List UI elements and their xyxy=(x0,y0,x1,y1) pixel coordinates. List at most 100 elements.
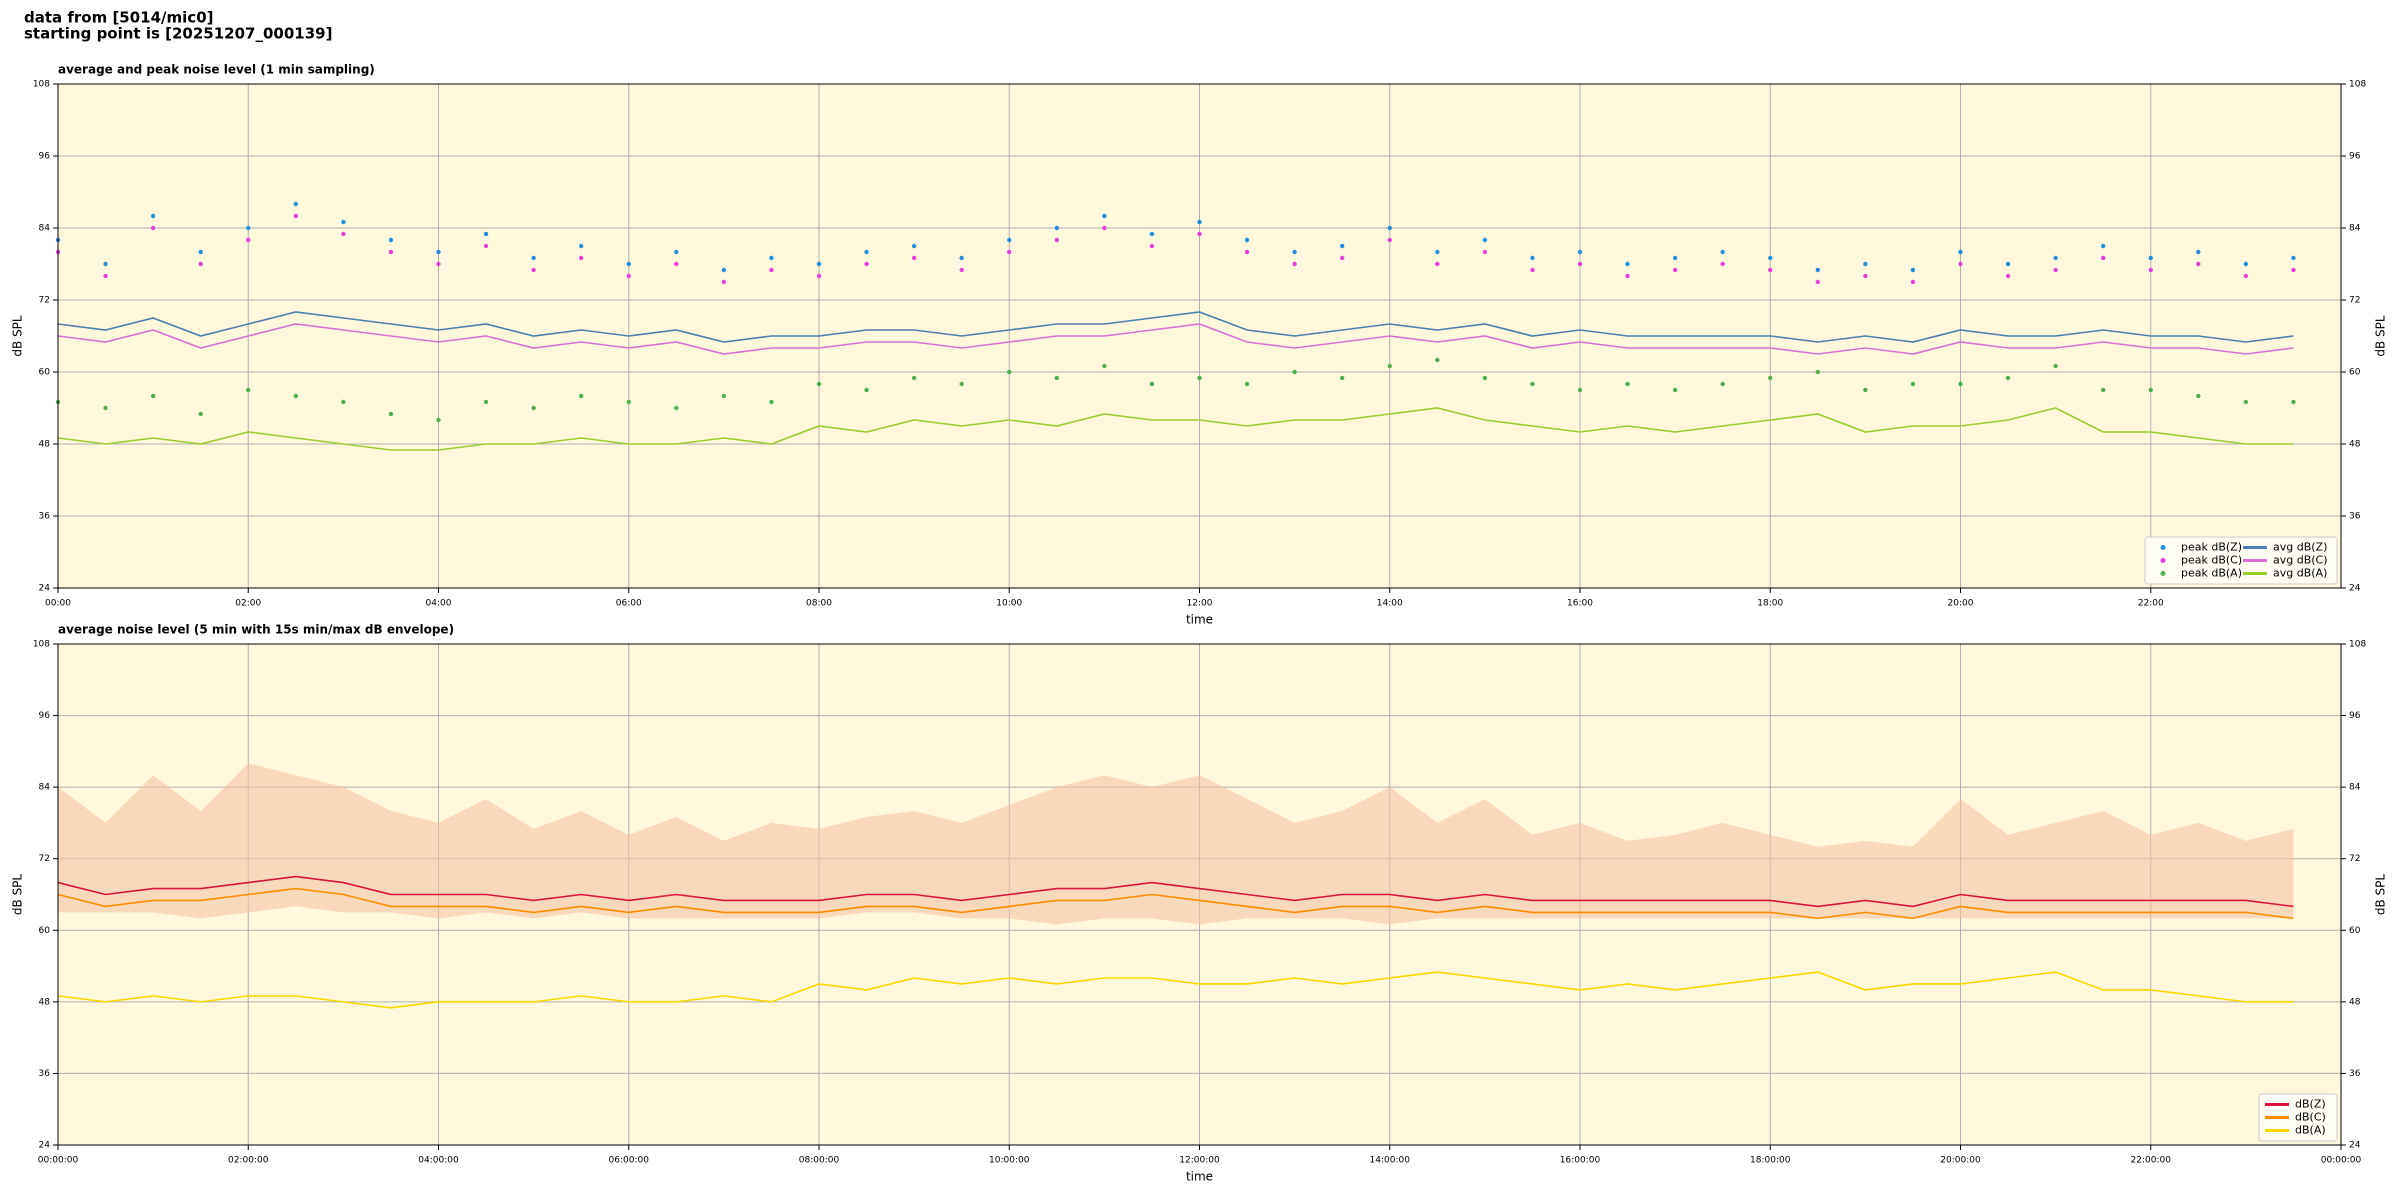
peak-point xyxy=(1672,255,1678,261)
legend-label: avg dB(Z) xyxy=(2273,541,2327,554)
peak-point xyxy=(1244,249,1250,255)
legend-marker xyxy=(2160,558,2166,563)
y2-tick-label: 72 xyxy=(2349,296,2360,306)
x-tick-label: 12:00 xyxy=(1187,599,1213,609)
peak-point xyxy=(1958,249,1963,255)
y-axis-label: dB SPL xyxy=(11,315,25,357)
peak-point xyxy=(959,381,964,387)
peak-point xyxy=(1910,267,1916,273)
peak-point xyxy=(1054,375,1060,381)
peak-point xyxy=(1149,231,1155,237)
x-tick-label: 04:00 xyxy=(426,599,452,609)
peak-point xyxy=(1768,255,1773,261)
y2-tick-label: 48 xyxy=(2349,997,2361,1007)
peak-point xyxy=(341,399,346,405)
x-tick-label: 10:00:00 xyxy=(989,1156,1030,1166)
y2-tick-label: 96 xyxy=(2349,152,2361,162)
peak-point xyxy=(531,405,536,411)
peak-point xyxy=(864,249,869,255)
peak-point xyxy=(1958,261,1963,267)
peak-point xyxy=(864,387,869,393)
peak-point xyxy=(1863,387,1868,393)
peak-point xyxy=(2100,255,2106,261)
peak-point xyxy=(721,279,727,285)
peak-point xyxy=(198,261,203,267)
y-tick-label: 108 xyxy=(33,80,50,90)
peak-point xyxy=(626,399,631,405)
peak-point xyxy=(1197,219,1202,225)
peak-point xyxy=(816,261,822,267)
legend-label: dB(C) xyxy=(2295,1111,2326,1124)
peak-point xyxy=(293,393,299,399)
peak-point xyxy=(150,225,156,231)
peak-point xyxy=(578,243,584,249)
peak-point xyxy=(1149,243,1155,249)
peak-point xyxy=(1577,387,1583,393)
peak-point xyxy=(341,231,346,237)
peak-point xyxy=(2053,255,2058,261)
peak-point xyxy=(1720,381,1725,387)
peak-point xyxy=(1339,243,1345,249)
peak-point xyxy=(1910,381,1916,387)
peak-point xyxy=(1958,381,1963,387)
peak-point xyxy=(1197,375,1202,381)
peak-point xyxy=(1815,267,1821,273)
y2-tick-label: 36 xyxy=(2349,512,2361,522)
x-tick-label: 12:00:00 xyxy=(1179,1156,1220,1166)
peak-point xyxy=(1387,363,1392,369)
peak-point xyxy=(769,267,774,273)
peak-point xyxy=(1054,225,1060,231)
x-tick-label: 16:00 xyxy=(1567,599,1593,609)
chart-title: average and peak noise level (1 min samp… xyxy=(58,63,375,77)
peak-point xyxy=(1387,237,1392,243)
peak-point xyxy=(1244,237,1250,243)
peak-point xyxy=(1244,381,1250,387)
peak-point xyxy=(911,255,917,261)
x-tick-label: 02:00:00 xyxy=(228,1156,269,1166)
legend-marker xyxy=(2160,545,2166,550)
peak-point xyxy=(578,255,584,261)
y2-axis-label: dB SPL xyxy=(2374,315,2388,357)
x-tick-label: 22:00:00 xyxy=(2131,1156,2172,1166)
x-tick-label: 10:00 xyxy=(996,599,1022,609)
peak-point xyxy=(1482,375,1488,381)
legend-marker xyxy=(2160,571,2166,576)
y2-tick-label: 108 xyxy=(2349,80,2366,90)
y2-tick-label: 60 xyxy=(2349,926,2361,936)
y2-tick-label: 84 xyxy=(2349,783,2361,793)
peak-point xyxy=(1672,267,1678,273)
y-tick-label: 108 xyxy=(33,640,50,650)
peak-point xyxy=(769,255,774,261)
peak-point xyxy=(1007,249,1012,255)
peak-point xyxy=(1720,249,1725,255)
peak-point xyxy=(2053,267,2058,273)
peak-point xyxy=(911,375,917,381)
peak-point xyxy=(1625,273,1630,279)
x-tick-label: 06:00:00 xyxy=(609,1156,650,1166)
peak-point xyxy=(911,243,917,249)
peak-point xyxy=(816,381,822,387)
peak-point xyxy=(1339,375,1345,381)
y2-tick-label: 24 xyxy=(2349,1141,2361,1151)
peak-point xyxy=(436,249,441,255)
peak-point xyxy=(1149,381,1155,387)
y-tick-label: 84 xyxy=(39,224,51,234)
peak-point xyxy=(674,405,679,411)
peak-point xyxy=(103,261,108,267)
peak-point xyxy=(293,201,299,207)
peak-point xyxy=(769,399,774,405)
peak-point xyxy=(816,273,822,279)
x-tick-label: 20:00 xyxy=(1948,599,1974,609)
peak-point xyxy=(150,213,156,219)
y-tick-label: 36 xyxy=(39,512,51,522)
peak-point xyxy=(2243,273,2249,279)
peak-point xyxy=(674,261,679,267)
peak-point xyxy=(2243,261,2249,267)
peak-point xyxy=(1435,261,1440,267)
peak-point xyxy=(2291,255,2296,261)
peak-point xyxy=(531,267,536,273)
peak-point xyxy=(2053,363,2058,369)
peak-point xyxy=(1007,237,1012,243)
peak-point xyxy=(959,267,964,273)
series-line xyxy=(57,323,2294,355)
